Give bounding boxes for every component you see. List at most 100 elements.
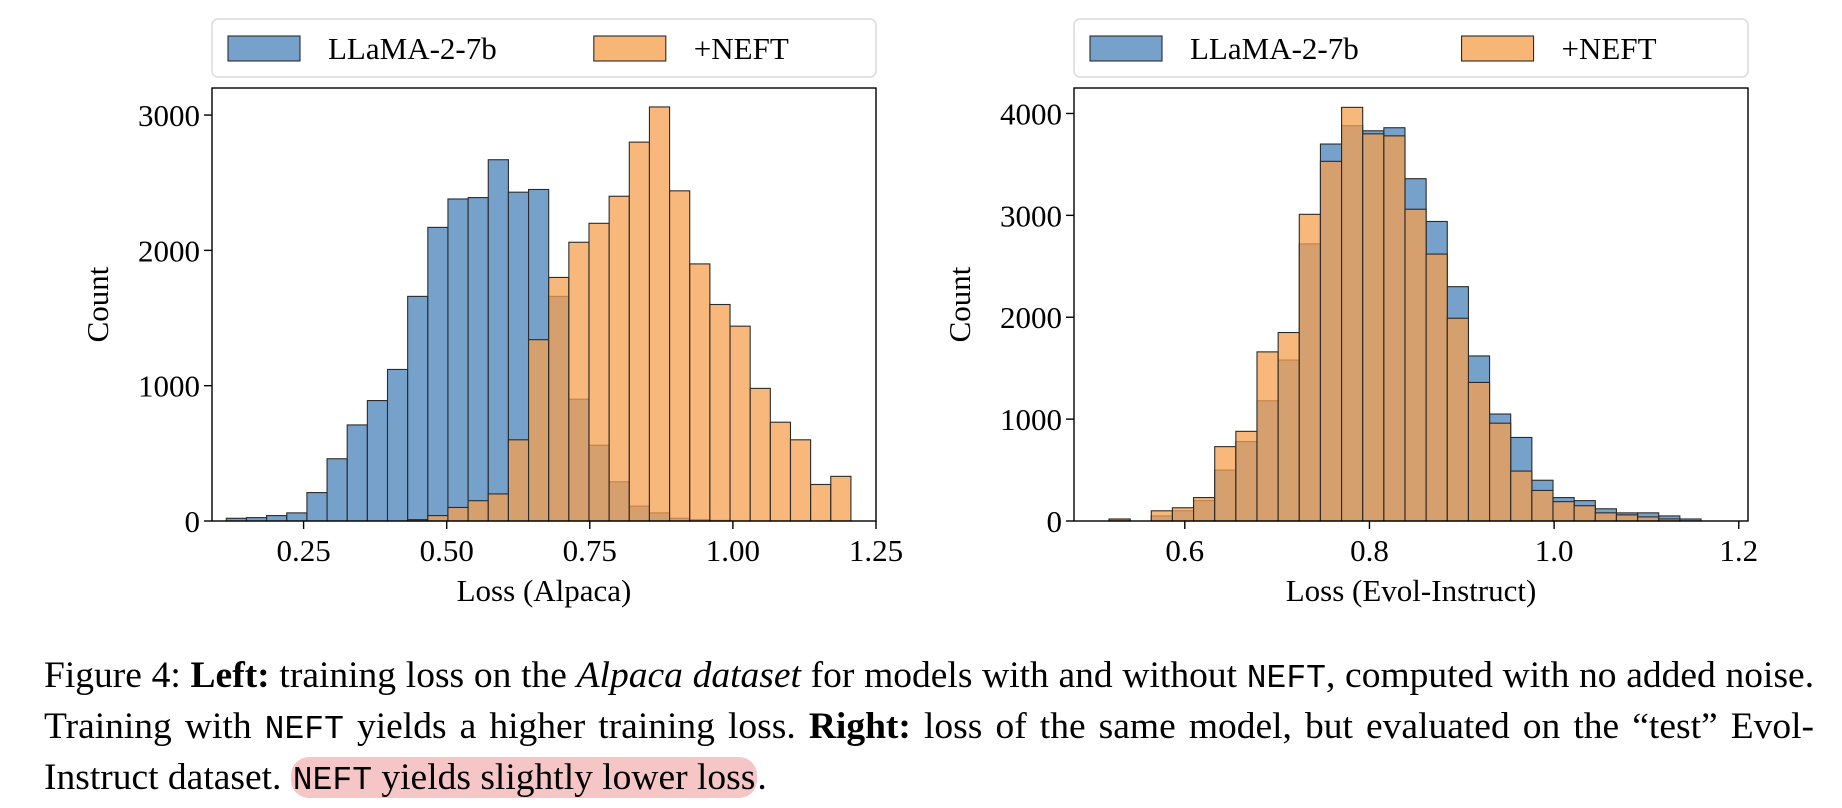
histogram-bar xyxy=(588,222,610,522)
histogram-bar xyxy=(669,190,691,522)
histogram-bar xyxy=(1467,381,1491,522)
x-tick-label: 0.75 xyxy=(563,533,617,568)
histogram-bar xyxy=(1319,160,1343,522)
legend-box xyxy=(1073,18,1749,78)
histogram-bar xyxy=(810,483,832,522)
histogram-bar xyxy=(1510,470,1533,522)
x-tick-label: 1.00 xyxy=(706,533,760,568)
legend: LLaMA-2-7b +NEFT xyxy=(211,18,877,78)
histogram-bar xyxy=(689,263,711,522)
histogram-bar xyxy=(386,368,409,522)
histogram-bar xyxy=(487,493,509,522)
plot-frame xyxy=(211,87,877,522)
caption-text-3: , computed with no added noise. Training… xyxy=(44,655,1815,747)
legend-swatch-neft xyxy=(593,35,667,62)
histogram-bar xyxy=(709,303,731,522)
y-axis-label: Count xyxy=(942,266,977,342)
y-tick-label: 0 xyxy=(1047,504,1063,539)
histogram-bar xyxy=(467,197,489,522)
histogram-bar xyxy=(1235,430,1258,522)
x-tick-label: 1.2 xyxy=(1719,533,1758,568)
histogram-bar xyxy=(789,439,812,522)
legend-swatch-neft xyxy=(1461,35,1535,62)
histogram-bar xyxy=(1573,505,1596,522)
caption-highlight: NEFT yields slightly lower loss xyxy=(290,757,758,799)
legend-swatch-llama-2-7b xyxy=(227,35,301,62)
legend-swatch-llama-2-7b xyxy=(1089,35,1163,62)
histogram-bar xyxy=(447,198,469,522)
histogram-bar xyxy=(1552,501,1575,522)
histogram-bar xyxy=(507,439,530,522)
histogram-bar xyxy=(1171,507,1195,522)
histogram-bar xyxy=(749,387,771,522)
y-tick-label: 4000 xyxy=(1000,96,1062,131)
y-tick-label: 2000 xyxy=(1000,300,1062,335)
x-tick-label: 0.50 xyxy=(420,533,474,568)
x-axis-label: Loss (Evol-Instruct) xyxy=(1286,573,1537,608)
histogram-bar xyxy=(548,276,570,522)
histogram-bar xyxy=(447,506,469,522)
histogram-bar xyxy=(1150,510,1173,522)
histogram-bar xyxy=(1425,253,1448,522)
histogram-bar xyxy=(1362,133,1385,522)
chart-left-alpaca-loss-histogram: 0.25 0.50 0.75 1.00 1.25 0 1000 2000 3000 Loss (A… xyxy=(80,18,903,608)
histogram-bar xyxy=(286,512,308,522)
histogram-bar xyxy=(1531,489,1554,522)
histogram-bar xyxy=(366,400,389,522)
series-neft-bars xyxy=(407,106,852,522)
caption-text-1: training loss on the xyxy=(279,655,567,696)
legend-label-llama-2-7b: LLaMA-2-7b xyxy=(1190,31,1359,66)
caption-figure-label: Figure 4: xyxy=(44,655,181,696)
histogram-bar xyxy=(1193,497,1216,522)
histogram-bar xyxy=(467,500,489,522)
histogram-bar xyxy=(1277,331,1300,522)
histogram-bar xyxy=(1489,422,1512,522)
histogram-bar xyxy=(266,515,288,522)
caption-dataset-name: Alpaca dataset xyxy=(576,655,801,696)
legend: LLaMA-2-7b +NEFT xyxy=(1073,18,1749,78)
histogram-bar xyxy=(1404,208,1427,522)
histogram-bar xyxy=(769,421,792,522)
plot-frame xyxy=(1073,87,1749,522)
histogram-bar xyxy=(568,241,590,522)
x-tick-label: 0.25 xyxy=(276,533,330,568)
x-axis-label: Loss (Alpaca) xyxy=(457,573,632,608)
histogram-bar xyxy=(1594,512,1617,522)
legend-box xyxy=(211,18,877,78)
histogram-bar xyxy=(729,325,751,522)
y-axis-label: Count xyxy=(80,266,115,342)
caption-right-label: Right: xyxy=(808,706,911,747)
histogram-bar xyxy=(306,492,328,522)
caption-text-5: loss of the same model, but evaluated on… xyxy=(44,706,1815,798)
histogram-bar xyxy=(1341,106,1364,522)
histogram-bar xyxy=(648,106,671,522)
histogram-bar xyxy=(1446,317,1469,522)
histogram-bar xyxy=(346,424,368,522)
histogram-bar xyxy=(1298,213,1321,522)
x-tick-label: 0.8 xyxy=(1350,533,1389,568)
y-tick-label: 3000 xyxy=(1000,198,1062,233)
histogram-bar xyxy=(1256,351,1279,522)
y-tick-label: 1000 xyxy=(138,369,200,404)
histogram-bar xyxy=(487,159,509,522)
caption-text-4: yields a higher training loss. xyxy=(356,706,796,747)
histogram-bar xyxy=(830,475,852,522)
histogram-bar xyxy=(1383,135,1406,522)
caption-neft-3: NEFT xyxy=(292,762,373,799)
legend-label-neft: +NEFT xyxy=(694,31,789,66)
histogram-bar xyxy=(527,339,550,522)
legend-label-neft: +NEFT xyxy=(1562,31,1657,66)
caption-end: . xyxy=(757,757,767,798)
x-tick-label: 0.6 xyxy=(1165,533,1204,568)
legend-label-llama-2-7b: LLaMA-2-7b xyxy=(328,31,497,66)
caption-neft-2: NEFT xyxy=(264,711,344,748)
histogram-bar xyxy=(608,195,630,522)
y-tick-label: 2000 xyxy=(138,233,200,268)
y-tick-label: 0 xyxy=(185,504,201,539)
figure-caption: Figure 4: Left: training loss on the Alp… xyxy=(44,652,1814,805)
caption-neft-1: NEFT xyxy=(1246,660,1326,697)
y-tick-label: 3000 xyxy=(138,98,200,133)
histogram-bar xyxy=(407,295,429,522)
chart-right-evol-instruct-loss-histogram: 0.6 0.8 1.0 1.2 0 1000 2000 3000 4000 Loss (Evol-… xyxy=(942,18,1758,608)
